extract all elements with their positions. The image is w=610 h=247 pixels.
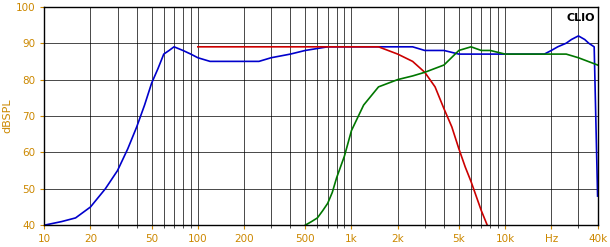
Y-axis label: dBSPL: dBSPL <box>3 99 13 133</box>
Text: CLIO: CLIO <box>566 13 595 23</box>
